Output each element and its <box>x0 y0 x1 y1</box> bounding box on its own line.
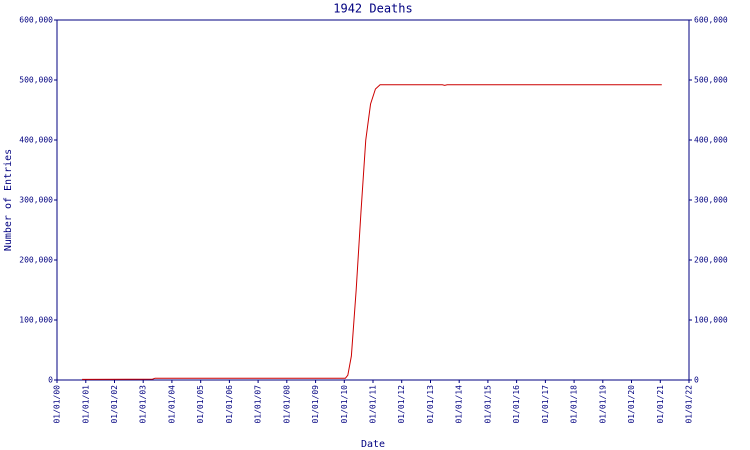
y2-tick-label: 500,000 <box>694 76 728 85</box>
y-tick-label: 200,000 <box>19 256 53 265</box>
y2-tick-label: 300,000 <box>694 196 728 205</box>
x-tick-label: 01/01/09 <box>311 385 320 424</box>
x-tick-label: 01/01/03 <box>139 385 148 424</box>
x-tick-label: 01/01/02 <box>110 385 119 424</box>
y-axis-title: Number of Entries <box>3 149 14 251</box>
x-tick-label: 01/01/00 <box>53 385 62 424</box>
x-tick-label: 01/01/05 <box>196 385 205 424</box>
y-tick-label: 300,000 <box>19 196 53 205</box>
x-axis-title: Date <box>361 439 385 450</box>
plot-frame <box>56 19 690 381</box>
x-tick-label: 01/01/08 <box>282 385 291 424</box>
y-tick-label: 0 <box>48 376 53 385</box>
y2-tick-label: 0 <box>694 376 699 385</box>
x-tick-label: 01/01/20 <box>627 385 636 424</box>
x-tick-label: 01/01/04 <box>167 385 176 424</box>
x-tick-label: 01/01/19 <box>598 385 607 424</box>
data-line <box>82 84 662 380</box>
x-tick-label: 01/01/14 <box>455 385 464 424</box>
x-tick-label: 01/01/18 <box>570 385 579 424</box>
y2-tick-label: 400,000 <box>694 136 728 145</box>
x-tick-label: 01/01/01 <box>81 385 90 424</box>
x-tick-label: 01/01/22 <box>685 385 694 424</box>
x-tick-label: 01/01/06 <box>225 385 234 424</box>
x-tick-label: 01/01/13 <box>426 385 435 424</box>
x-tick-label: 01/01/17 <box>541 385 550 424</box>
x-tick-label: 01/01/10 <box>340 385 349 424</box>
y-tick-label: 400,000 <box>19 136 53 145</box>
x-tick-label: 01/01/11 <box>369 385 378 424</box>
x-tick-label: 01/01/07 <box>254 385 263 424</box>
y-tick-label: 600,000 <box>19 16 53 25</box>
y-tick-label: 500,000 <box>19 76 53 85</box>
x-tick-label: 01/01/15 <box>483 385 492 424</box>
chart-title: 1942 Deaths <box>333 2 412 16</box>
y2-tick-label: 600,000 <box>694 16 728 25</box>
y-tick-label: 100,000 <box>19 316 53 325</box>
x-tick-label: 01/01/21 <box>656 385 665 424</box>
y2-tick-label: 100,000 <box>694 316 728 325</box>
y2-tick-label: 200,000 <box>694 256 728 265</box>
x-tick-label: 01/01/16 <box>512 385 521 424</box>
x-tick-label: 01/01/12 <box>397 385 406 424</box>
